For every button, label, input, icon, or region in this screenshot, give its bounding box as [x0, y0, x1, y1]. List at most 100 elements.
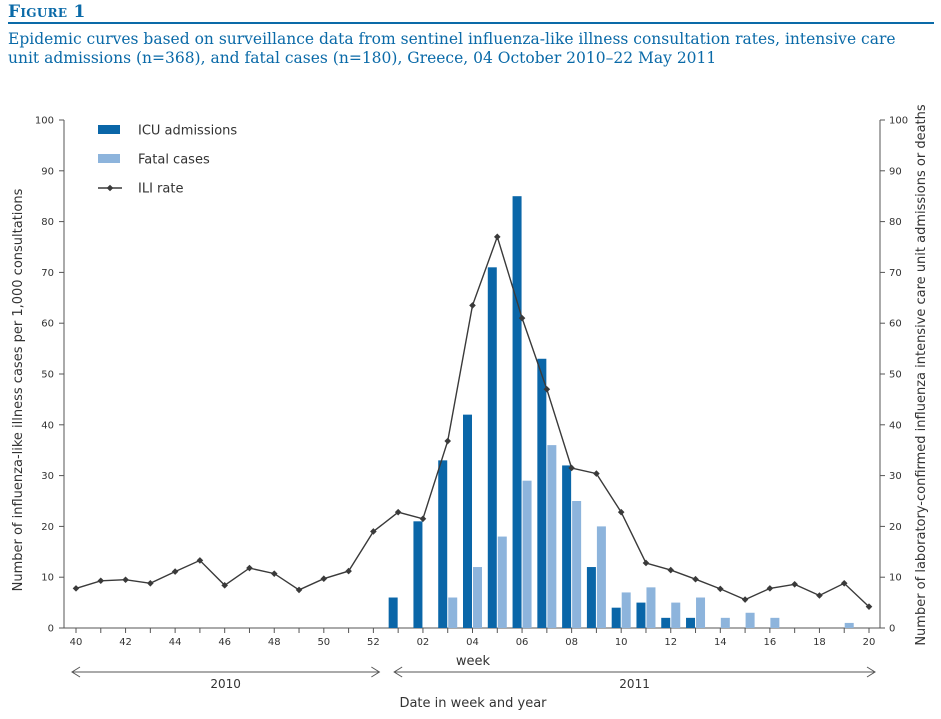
- fatal-bar: [448, 597, 458, 628]
- ili-point: [147, 579, 154, 587]
- y-tick-label-left: 70: [41, 268, 54, 279]
- year-span-arrow-left: [393, 666, 403, 678]
- fatal-bar: [497, 536, 507, 628]
- icu-bar: [413, 521, 423, 628]
- year-span-arrow-left: [71, 666, 81, 678]
- y-tick-label-right: 60: [889, 319, 902, 330]
- ili-line: [72, 233, 873, 610]
- x-tick-label: 42: [119, 637, 132, 648]
- icu-bar: [388, 597, 398, 628]
- fatal-bar: [646, 587, 656, 628]
- y-tick-label-left: 20: [41, 522, 54, 533]
- icu-bar: [537, 358, 547, 628]
- year-label: 2010: [210, 677, 241, 691]
- icu-bar: [487, 267, 497, 628]
- ili-point: [493, 233, 501, 241]
- icu-bar: [512, 196, 522, 628]
- fatal-bar: [621, 592, 631, 628]
- y-tick-label-right: 0: [889, 624, 895, 635]
- ili-point: [617, 508, 625, 516]
- ili-point: [246, 564, 253, 572]
- x-tick-label: 04: [466, 637, 479, 648]
- ili-point: [717, 585, 724, 593]
- y-tick-label-right: 30: [889, 471, 902, 482]
- legend-label: ILI rate: [138, 182, 183, 197]
- icu-bar: [686, 617, 696, 628]
- legend-label: ICU admissions: [138, 124, 237, 139]
- y-tick-label-right: 80: [889, 217, 902, 228]
- y-tick-label-right: 10: [889, 573, 902, 584]
- fatal-bar: [572, 501, 582, 628]
- axes: 0 0 10 10 20 20 30 30 40 40 50 50 60 60 70 70 80 80 90 90 10…: [35, 116, 908, 635]
- y-tick-label-left: 10: [41, 573, 54, 584]
- ili-point: [816, 592, 823, 599]
- x-tick-label: 14: [714, 637, 727, 648]
- y-tick-label-left: 50: [41, 370, 54, 381]
- fatal-bar: [745, 612, 755, 628]
- ili-point: [741, 596, 749, 603]
- ili-point: [865, 603, 873, 610]
- year-span-arrow-right: [371, 666, 381, 678]
- legend-swatch-fatal: [98, 154, 120, 163]
- ili-point: [320, 575, 328, 583]
- y-tick-label-left: 100: [35, 116, 54, 127]
- x-axis-caption: week: [456, 654, 491, 669]
- ili-point: [469, 302, 476, 309]
- icu-bar: [661, 617, 671, 628]
- y-tick-label-right: 50: [889, 370, 902, 381]
- fatal-bar: [844, 622, 854, 628]
- ili-point: [72, 585, 80, 592]
- x-tick-label: 06: [516, 637, 529, 648]
- x-tick-label: 52: [367, 637, 380, 648]
- ili-point: [543, 385, 551, 393]
- legend: ICU admissions Fatal cases ILI rate: [98, 124, 237, 197]
- ili-point: [419, 515, 427, 523]
- ili-point: [840, 579, 848, 587]
- legend-swatch-icu: [98, 125, 120, 134]
- icu-bar: [611, 607, 621, 628]
- figure-rule: [8, 22, 934, 24]
- ili-point: [345, 567, 352, 575]
- x-tick-label: 40: [70, 637, 83, 648]
- ili-point: [270, 570, 278, 577]
- y-tick-label-right: 100: [889, 116, 908, 127]
- legend-swatch-ili-marker: [106, 184, 114, 192]
- ili-point: [692, 575, 699, 583]
- fatal-bar: [720, 617, 730, 628]
- ili-point: [568, 464, 575, 472]
- fatal-bar: [473, 567, 482, 628]
- icu-bar: [562, 465, 572, 628]
- fatal-bar: [770, 617, 780, 628]
- x-tick-label: 08: [565, 637, 578, 648]
- bars: [388, 196, 854, 628]
- ili-point: [171, 568, 179, 575]
- ili-line-path: [75, 234, 870, 608]
- figure-caption: Epidemic curves based on surveillance da…: [8, 30, 896, 67]
- y-tick-label-right: 40: [889, 420, 902, 431]
- icu-bar: [438, 460, 448, 628]
- y-axis-label-right: Number of laboratory-confirmed influenza…: [914, 104, 929, 646]
- y-tick-label-right: 20: [889, 522, 902, 533]
- ili-point: [97, 577, 105, 585]
- x-tick-label: 12: [664, 637, 677, 648]
- y-tick-label-left: 30: [41, 471, 54, 482]
- x-tick-label: 16: [764, 637, 777, 648]
- x-tick-label: 48: [268, 637, 281, 648]
- figure-label: Figure 1: [8, 2, 86, 22]
- x-tick-label: 46: [218, 637, 231, 648]
- y-tick-label-left: 80: [41, 217, 54, 228]
- y-tick-label-left: 0: [48, 624, 54, 635]
- x-tick-label: 44: [169, 637, 182, 648]
- y-tick-label-left: 90: [41, 166, 54, 177]
- y-tick-label-right: 90: [889, 166, 902, 177]
- x-tick-label: 02: [417, 637, 430, 648]
- y-axis-label-left: Number of influenza-like illness cases p…: [11, 188, 26, 591]
- ili-point: [766, 585, 774, 592]
- y-tick-label-left: 60: [41, 319, 54, 330]
- ili-point: [593, 470, 600, 477]
- icu-bar: [463, 414, 472, 628]
- ili-point: [667, 566, 675, 574]
- ili-point: [394, 508, 402, 516]
- fatal-bar: [522, 480, 532, 628]
